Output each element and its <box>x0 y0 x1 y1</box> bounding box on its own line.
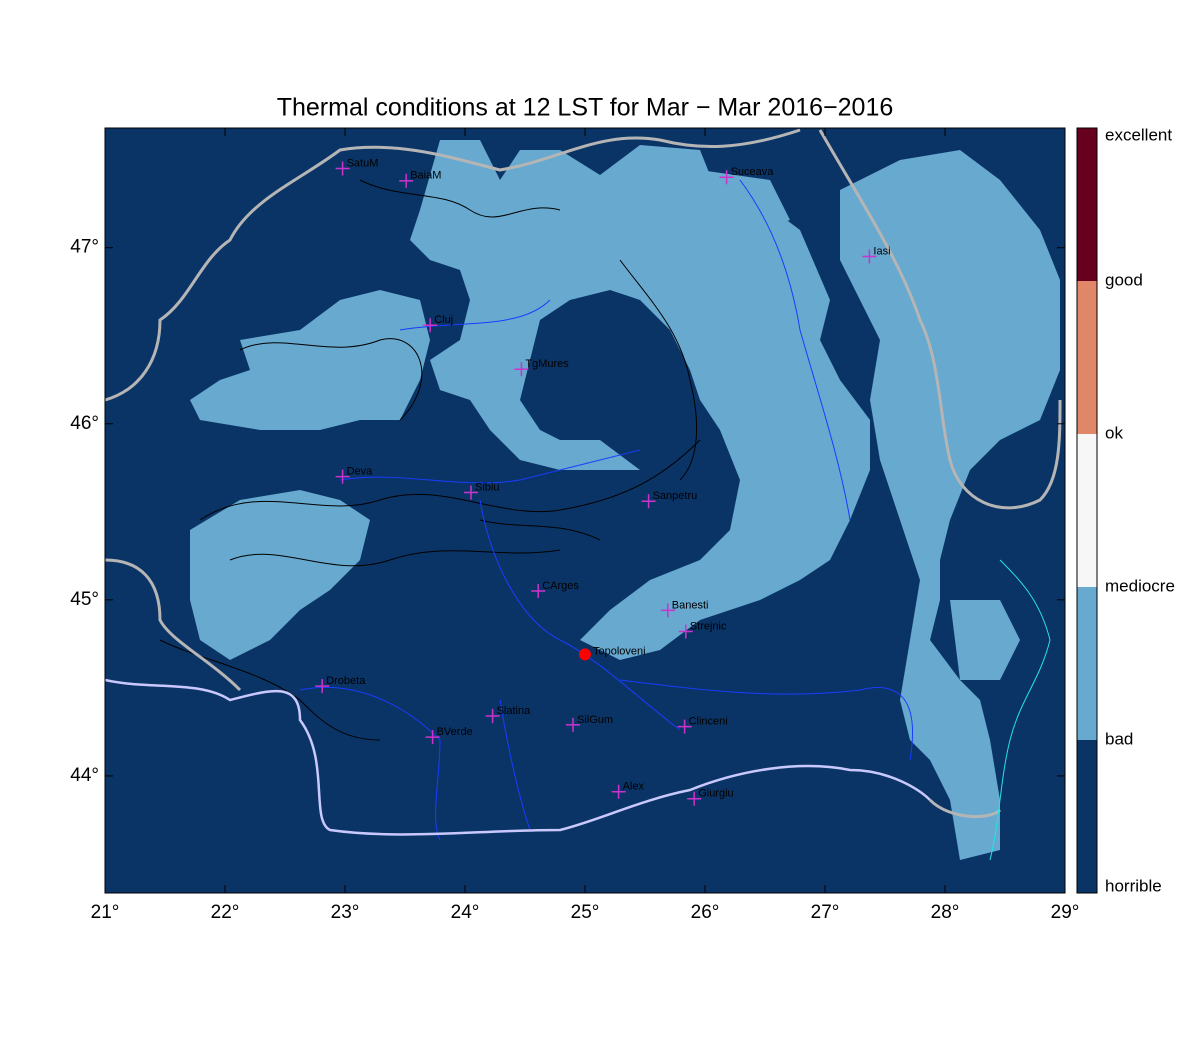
x-tick-label: 29° <box>1051 902 1080 923</box>
x-tick-label: 26° <box>691 902 720 923</box>
borders <box>105 128 1062 819</box>
colorbar-band <box>1077 281 1097 434</box>
station-label: Drobeta <box>326 675 366 687</box>
x-tick-label: 24° <box>451 902 480 923</box>
station-marker <box>611 784 626 799</box>
y-tick-label: 47° <box>70 237 99 258</box>
station-label: BVerde <box>437 726 473 738</box>
station-label: BaiaM <box>410 170 441 182</box>
contours <box>159 179 701 741</box>
station-label: Sibiu <box>475 481 499 493</box>
colorbar-label: ok <box>1105 423 1123 442</box>
danube <box>105 678 931 836</box>
station-label: Sanpetru <box>653 490 698 502</box>
station-marker <box>719 170 734 185</box>
station-label: Deva <box>347 466 374 478</box>
station-marker <box>423 318 438 333</box>
station-marker <box>335 469 350 484</box>
station-label: SatuM <box>347 157 379 169</box>
y-tick-label: 44° <box>70 765 99 786</box>
coastline <box>989 559 1051 861</box>
station-marker <box>464 485 478 500</box>
rivers <box>299 179 914 841</box>
bad-regions <box>190 140 1060 860</box>
x-tick-label: 21° <box>91 902 120 923</box>
station-marker <box>641 494 656 509</box>
station-label: Slatina <box>497 705 532 717</box>
station-marker <box>660 603 675 618</box>
station-marker <box>531 584 546 599</box>
dynamic-layer: 21° 22° 23° 24° 25° 26° 27° 28° 29° 44° 45° 46° 47° S… <box>70 125 1175 923</box>
colorbar-label: good <box>1105 270 1143 289</box>
highlight-label: Topoloveni <box>593 645 646 657</box>
colorbar-label: horrible <box>1105 876 1162 895</box>
station-marker <box>485 709 500 724</box>
station-marker <box>335 161 350 176</box>
y-tick-label: 46° <box>70 413 99 434</box>
station-label: Giurgiu <box>698 788 733 800</box>
x-tick-label: 27° <box>811 902 840 923</box>
y-tick-label: 45° <box>70 589 99 610</box>
station-marker <box>566 717 580 732</box>
station-label: Strejnic <box>690 620 727 632</box>
colorbar-band <box>1077 434 1097 587</box>
station-marker <box>425 730 440 745</box>
colorbar-band <box>1077 587 1097 740</box>
station-marker <box>862 249 877 264</box>
station-label: Iasi <box>873 245 890 257</box>
station-marker <box>399 173 414 188</box>
x-tick-label: 22° <box>211 902 240 923</box>
x-tick-label: 25° <box>571 902 600 923</box>
station-label: SilGum <box>577 714 613 726</box>
station-marker <box>677 719 692 734</box>
colorbar-band <box>1077 740 1097 893</box>
colorbar-band <box>1077 128 1097 281</box>
colorbar-label: mediocre <box>1105 576 1175 595</box>
station-label: CArges <box>542 580 579 592</box>
map-title: Thermal conditions at 12 LST for Mar − M… <box>277 94 894 122</box>
station-label: Banesti <box>672 599 709 611</box>
station-label: Clinceni <box>689 716 728 728</box>
colorbar-frame <box>1076 127 1098 894</box>
x-tick-label: 28° <box>931 902 960 923</box>
station-label: Alex <box>623 781 645 793</box>
colorbar-label: bad <box>1105 729 1133 748</box>
station-label: Cluj <box>434 314 453 326</box>
colorbar-label: excellent <box>1105 125 1172 144</box>
station-marker <box>315 679 330 694</box>
station-label: TgMures <box>525 358 569 370</box>
station-marker <box>514 362 529 377</box>
station-marker <box>678 624 693 639</box>
highlight-marker <box>579 648 591 661</box>
map-field <box>105 128 1065 893</box>
station-label: Suceava <box>731 166 775 178</box>
station-marker <box>687 791 702 806</box>
x-tick-label: 23° <box>331 902 360 923</box>
